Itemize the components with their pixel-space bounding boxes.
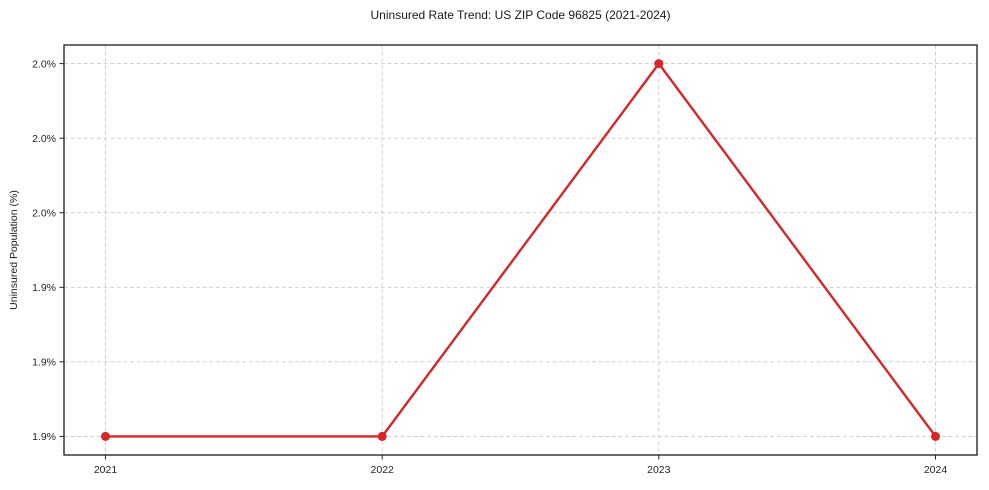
x-tick-label: 2021 [94, 464, 118, 476]
y-tick-label: 1.9% [32, 357, 56, 369]
y-tick-label: 1.9% [32, 431, 56, 443]
data-line [104, 62, 937, 438]
x-tick-label: 2023 [647, 464, 671, 476]
data-point-marker [654, 59, 664, 69]
x-tick-label: 2024 [924, 464, 948, 476]
data-point-marker [931, 431, 940, 441]
chart-title: Uninsured Rate Trend: US ZIP Code 96825 … [370, 8, 671, 22]
y-tick-label: 2.0% [32, 208, 56, 220]
plot-border [63, 44, 978, 456]
y-axis-label: Uninsured Population (%) [8, 190, 20, 310]
data-point-marker [377, 431, 387, 441]
x-tick-label: 2022 [371, 464, 395, 476]
y-tick-label: 1.9% [32, 282, 56, 294]
y-tick-label: 2.0% [32, 133, 56, 145]
data-point-marker [101, 431, 110, 441]
y-tick-label: 2.0% [32, 58, 56, 70]
